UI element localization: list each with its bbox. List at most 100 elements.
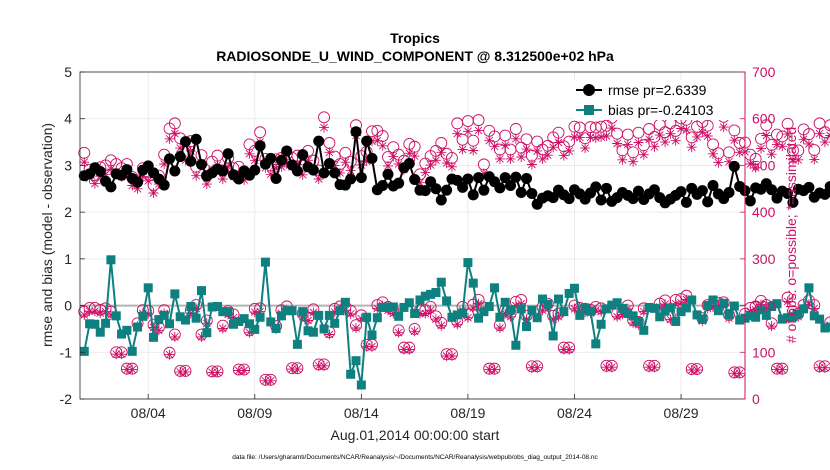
obs-assimilated-marker: [441, 351, 452, 361]
obs-assimilated-marker: [660, 299, 671, 310]
rmse-marker: [361, 135, 373, 147]
bias-marker: [495, 312, 505, 322]
y-tick-label: 2: [64, 204, 72, 220]
rmse-marker: [803, 181, 815, 193]
obs-assimilated-marker: [415, 177, 425, 188]
obs-assimilated-marker: [510, 133, 521, 144]
obs-assimilated-marker: [265, 169, 276, 180]
obs-assimilated-marker: [713, 301, 724, 311]
rmse-marker: [222, 148, 234, 160]
bias-marker: [196, 286, 206, 296]
obs-assimilated-marker: [686, 365, 697, 375]
rmse-marker: [441, 184, 453, 196]
obs-assimilated-marker: [500, 140, 511, 151]
rmse-marker: [329, 167, 341, 179]
obs-assimilated-marker: [191, 170, 202, 181]
bias-marker: [601, 304, 611, 314]
obs-assimilated-marker: [345, 309, 356, 319]
bias-marker: [292, 339, 302, 349]
bias-marker: [404, 298, 414, 308]
bias-marker: [463, 258, 473, 268]
obs-assimilated-marker: [580, 143, 591, 154]
obs-assimilated-marker: [729, 368, 740, 379]
obs-assimilated-marker: [654, 302, 665, 312]
rmse-marker: [419, 185, 431, 197]
obs-assimilated-marker: [814, 128, 825, 139]
bias-marker: [799, 304, 809, 314]
bias-marker: [436, 277, 446, 287]
obs-assimilated-marker: [233, 365, 244, 376]
obs-assimilated-marker: [484, 364, 495, 375]
bias-marker: [575, 310, 585, 320]
bias-marker: [266, 317, 276, 327]
bias-marker: [783, 313, 793, 323]
rmse-marker: [462, 173, 474, 185]
bias-marker: [617, 303, 627, 313]
y2-tick-label: 400: [752, 204, 776, 220]
obs-assimilated-marker: [153, 325, 164, 336]
y-tick-label: 5: [64, 64, 72, 80]
obs-assimilated-marker: [553, 311, 564, 322]
obs-assimilated-marker: [617, 154, 628, 165]
obs-assimilated-marker: [692, 131, 702, 142]
obs-assimilated-marker: [777, 364, 788, 375]
obs-assimilated-marker: [324, 329, 335, 340]
obs-assimilated-marker: [249, 307, 260, 318]
bias-marker: [149, 332, 159, 342]
obs-assimilated-marker: [436, 320, 447, 331]
rmse-marker: [249, 164, 261, 176]
rmse-marker: [254, 140, 266, 152]
bias-marker: [628, 311, 638, 321]
obs-assimilated-marker: [169, 331, 180, 342]
bias-marker: [580, 303, 590, 313]
rmse-marker: [505, 180, 517, 192]
obs-assimilated-marker: [191, 303, 202, 314]
legend-rmse-label: rmse pr=2.6339: [608, 82, 707, 98]
bias-marker: [356, 380, 366, 390]
obs-assimilated-marker: [590, 305, 601, 316]
obs-assimilated-marker: [383, 160, 393, 171]
bias-marker: [239, 314, 249, 324]
obs-assimilated-marker: [617, 309, 628, 320]
obs-assimilated-marker: [756, 143, 766, 154]
obs-assimilated-marker: [745, 159, 756, 169]
obs-assimilated-marker: [319, 360, 329, 371]
obs-assimilated-marker: [708, 302, 718, 312]
legend-bias-label: bias pr=-0.24103: [608, 102, 714, 118]
bias-marker: [244, 319, 254, 329]
obs-assimilated-marker: [803, 299, 814, 310]
obs-possible-marker: [824, 316, 830, 329]
bias-marker: [703, 301, 713, 311]
obs-assimilated-marker: [569, 131, 580, 142]
bias-marker: [346, 369, 356, 379]
bias-marker: [202, 328, 212, 338]
bias-marker: [143, 283, 153, 293]
obs-assimilated-marker: [516, 298, 527, 309]
rmse-marker: [233, 173, 245, 185]
bias-marker: [282, 306, 292, 316]
x-tick-label: 08/09: [237, 405, 272, 421]
obs-assimilated-marker: [324, 147, 335, 158]
obs-assimilated-marker: [601, 362, 612, 373]
bias-marker: [697, 314, 707, 324]
bias-marker: [607, 300, 617, 310]
obs-assimilated-marker: [457, 144, 468, 155]
rmse-marker: [728, 160, 740, 172]
bias-marker: [154, 315, 164, 325]
obs-assimilated-marker: [612, 138, 623, 149]
bias-marker: [708, 295, 718, 305]
bias-marker: [820, 323, 830, 333]
y2-tick-label: 500: [752, 157, 776, 173]
obs-assimilated-marker: [622, 139, 633, 150]
obs-assimilated-marker: [750, 162, 761, 173]
bias-marker: [79, 346, 89, 356]
obs-assimilated-marker: [729, 135, 740, 146]
obs-assimilated-marker: [649, 362, 660, 373]
rmse-marker: [515, 187, 527, 199]
rmse-marker: [510, 171, 522, 183]
x-axis-label: Aug.01,2014 00:00:00 start: [331, 427, 500, 443]
rmse-marker: [345, 173, 357, 185]
bias-marker: [596, 319, 606, 329]
bias-marker: [138, 311, 148, 321]
bias-marker: [500, 297, 510, 307]
